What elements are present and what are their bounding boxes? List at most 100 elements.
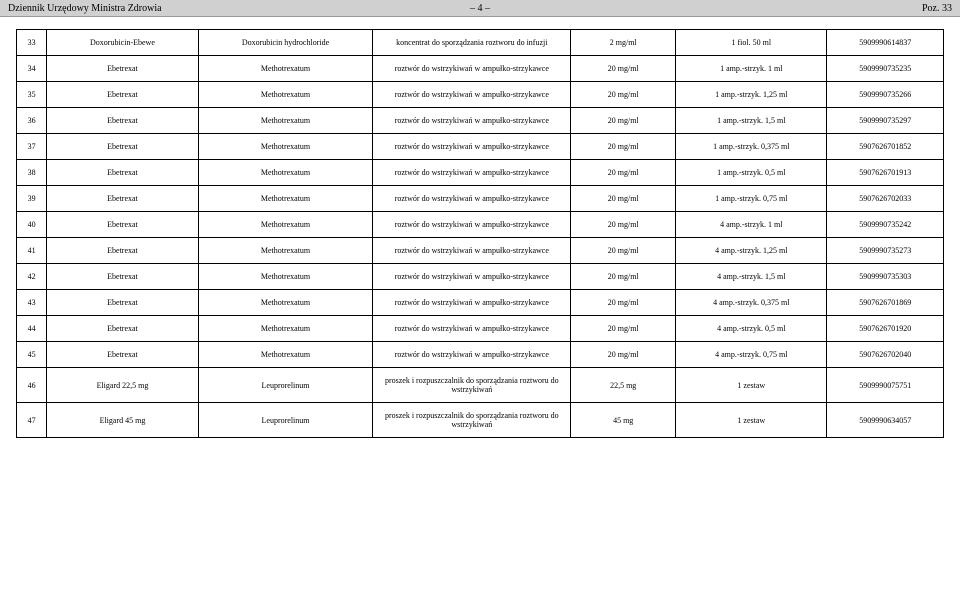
cell-n: 44	[17, 316, 47, 342]
cell-form: roztwór do wstrzykiwań w ampułko-strzyka…	[373, 264, 571, 290]
cell-form: proszek i rozpuszczalnik do sporządzania…	[373, 403, 571, 438]
cell-n: 45	[17, 342, 47, 368]
cell-code: 5909990735297	[827, 108, 944, 134]
cell-substance: Methotrexatum	[198, 316, 373, 342]
cell-substance: Leuprorelinum	[198, 403, 373, 438]
cell-n: 41	[17, 238, 47, 264]
cell-dose: 20 mg/ml	[571, 342, 676, 368]
cell-name: Ebetrexat	[47, 56, 198, 82]
table-row: 36EbetrexatMethotrexatumroztwór do wstrz…	[17, 108, 944, 134]
table-row: 33Doxorubicin-EbeweDoxorubicin hydrochlo…	[17, 30, 944, 56]
cell-n: 34	[17, 56, 47, 82]
table-row: 43EbetrexatMethotrexatumroztwór do wstrz…	[17, 290, 944, 316]
cell-dose: 20 mg/ml	[571, 212, 676, 238]
cell-name: Ebetrexat	[47, 212, 198, 238]
cell-name: Ebetrexat	[47, 342, 198, 368]
cell-pack: 1 amp.-strzyk. 0,5 ml	[676, 160, 827, 186]
table-row: 40EbetrexatMethotrexatumroztwór do wstrz…	[17, 212, 944, 238]
cell-substance: Methotrexatum	[198, 238, 373, 264]
cell-pack: 4 amp.-strzyk. 0,5 ml	[676, 316, 827, 342]
cell-pack: 4 amp.-strzyk. 1,25 ml	[676, 238, 827, 264]
cell-dose: 20 mg/ml	[571, 108, 676, 134]
cell-n: 40	[17, 212, 47, 238]
cell-code: 5909990735273	[827, 238, 944, 264]
cell-code: 5909990735235	[827, 56, 944, 82]
cell-dose: 20 mg/ml	[571, 290, 676, 316]
cell-dose: 20 mg/ml	[571, 82, 676, 108]
medication-table: 33Doxorubicin-EbeweDoxorubicin hydrochlo…	[16, 29, 944, 438]
cell-substance: Methotrexatum	[198, 186, 373, 212]
cell-pack: 1 amp.-strzyk. 1,25 ml	[676, 82, 827, 108]
page-header: Dziennik Urzędowy Ministra Zdrowia – 4 –…	[0, 0, 960, 17]
cell-dose: 20 mg/ml	[571, 160, 676, 186]
cell-form: roztwór do wstrzykiwań w ampułko-strzyka…	[373, 82, 571, 108]
cell-form: roztwór do wstrzykiwań w ampułko-strzyka…	[373, 290, 571, 316]
cell-pack: 1 zestaw	[676, 403, 827, 438]
cell-code: 5909990614837	[827, 30, 944, 56]
cell-pack: 4 amp.-strzyk. 0,75 ml	[676, 342, 827, 368]
cell-pack: 4 amp.-strzyk. 1 ml	[676, 212, 827, 238]
position-number: Poz. 33	[490, 3, 952, 14]
cell-substance: Doxorubicin hydrochloride	[198, 30, 373, 56]
cell-substance: Methotrexatum	[198, 212, 373, 238]
table-row: 41EbetrexatMethotrexatumroztwór do wstrz…	[17, 238, 944, 264]
cell-form: roztwór do wstrzykiwań w ampułko-strzyka…	[373, 56, 571, 82]
cell-name: Ebetrexat	[47, 290, 198, 316]
cell-pack: 4 amp.-strzyk. 1,5 ml	[676, 264, 827, 290]
cell-form: roztwór do wstrzykiwań w ampułko-strzyka…	[373, 134, 571, 160]
cell-name: Ebetrexat	[47, 316, 198, 342]
cell-n: 38	[17, 160, 47, 186]
cell-pack: 4 amp.-strzyk. 0,375 ml	[676, 290, 827, 316]
page-content: 33Doxorubicin-EbeweDoxorubicin hydrochlo…	[0, 17, 960, 450]
cell-dose: 45 mg	[571, 403, 676, 438]
cell-name: Ebetrexat	[47, 238, 198, 264]
cell-dose: 20 mg/ml	[571, 134, 676, 160]
table-row: 39EbetrexatMethotrexatumroztwór do wstrz…	[17, 186, 944, 212]
cell-form: proszek i rozpuszczalnik do sporządzania…	[373, 368, 571, 403]
cell-code: 5907626701852	[827, 134, 944, 160]
cell-name: Ebetrexat	[47, 82, 198, 108]
publication-title: Dziennik Urzędowy Ministra Zdrowia	[8, 3, 470, 14]
cell-n: 36	[17, 108, 47, 134]
cell-name: Doxorubicin-Ebewe	[47, 30, 198, 56]
cell-name: Eligard 22,5 mg	[47, 368, 198, 403]
cell-name: Ebetrexat	[47, 186, 198, 212]
cell-pack: 1 amp.-strzyk. 1,5 ml	[676, 108, 827, 134]
cell-form: koncentrat do sporządzania roztworu do i…	[373, 30, 571, 56]
cell-substance: Methotrexatum	[198, 108, 373, 134]
cell-n: 37	[17, 134, 47, 160]
cell-form: roztwór do wstrzykiwań w ampułko-strzyka…	[373, 238, 571, 264]
cell-pack: 1 amp.-strzyk. 0,375 ml	[676, 134, 827, 160]
cell-name: Ebetrexat	[47, 160, 198, 186]
cell-name: Ebetrexat	[47, 108, 198, 134]
cell-substance: Methotrexatum	[198, 134, 373, 160]
cell-n: 42	[17, 264, 47, 290]
cell-pack: 1 fiol. 50 ml	[676, 30, 827, 56]
table-row: 34EbetrexatMethotrexatumroztwór do wstrz…	[17, 56, 944, 82]
cell-code: 5907626702040	[827, 342, 944, 368]
cell-substance: Methotrexatum	[198, 290, 373, 316]
table-row: 47Eligard 45 mgLeuprorelinumproszek i ro…	[17, 403, 944, 438]
cell-dose: 20 mg/ml	[571, 238, 676, 264]
cell-code: 5909990735242	[827, 212, 944, 238]
table-row: 35EbetrexatMethotrexatumroztwór do wstrz…	[17, 82, 944, 108]
cell-substance: Leuprorelinum	[198, 368, 373, 403]
table-row: 42EbetrexatMethotrexatumroztwór do wstrz…	[17, 264, 944, 290]
cell-form: roztwór do wstrzykiwań w ampułko-strzyka…	[373, 342, 571, 368]
cell-substance: Methotrexatum	[198, 82, 373, 108]
cell-dose: 20 mg/ml	[571, 186, 676, 212]
cell-code: 5909990735303	[827, 264, 944, 290]
cell-name: Ebetrexat	[47, 264, 198, 290]
cell-n: 33	[17, 30, 47, 56]
table-row: 44EbetrexatMethotrexatumroztwór do wstrz…	[17, 316, 944, 342]
table-row: 37EbetrexatMethotrexatumroztwór do wstrz…	[17, 134, 944, 160]
cell-form: roztwór do wstrzykiwań w ampułko-strzyka…	[373, 186, 571, 212]
cell-dose: 20 mg/ml	[571, 264, 676, 290]
cell-code: 5909990075751	[827, 368, 944, 403]
page-number: – 4 –	[470, 3, 490, 14]
cell-form: roztwór do wstrzykiwań w ampułko-strzyka…	[373, 212, 571, 238]
cell-n: 47	[17, 403, 47, 438]
cell-form: roztwór do wstrzykiwań w ampułko-strzyka…	[373, 316, 571, 342]
cell-substance: Methotrexatum	[198, 160, 373, 186]
cell-dose: 2 mg/ml	[571, 30, 676, 56]
